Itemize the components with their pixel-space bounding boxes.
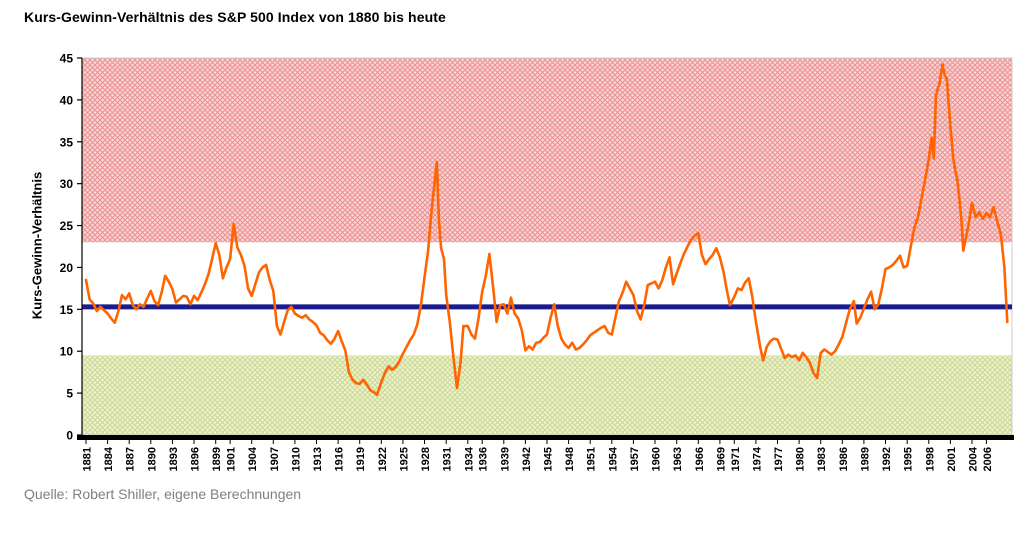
x-tick-label: 1919 — [355, 447, 367, 471]
y-tick-label: 15 — [60, 303, 74, 317]
x-tick-label: 1890 — [146, 447, 158, 471]
x-tick-label: 1995 — [903, 447, 915, 471]
x-tick-label: 1934 — [463, 446, 475, 471]
x-tick-label: 1916 — [334, 447, 346, 471]
x-tick-label: 1971 — [730, 447, 742, 471]
y-tick-label: 35 — [60, 135, 74, 149]
x-tick-label: 1939 — [499, 447, 511, 471]
x-tick-label: 1899 — [211, 447, 223, 471]
x-tick-label: 2001 — [946, 447, 958, 471]
y-tick-label: 5 — [66, 387, 73, 401]
lower-band-region — [82, 355, 1012, 436]
x-tick-label: 1884 — [103, 446, 115, 471]
x-tick-label: 1904 — [247, 446, 259, 471]
x-tick-label: 1942 — [521, 447, 533, 471]
y-tick-label: 10 — [60, 345, 74, 359]
x-tick-label: 1992 — [881, 447, 893, 471]
x-tick-label: 1896 — [190, 447, 202, 471]
x-tick-label: 1954 — [607, 446, 619, 471]
x-tick-label: 1913 — [312, 447, 324, 471]
x-tick-label: 1998 — [924, 447, 936, 471]
y-tick-label: 30 — [60, 177, 74, 191]
x-tick-label: 1969 — [715, 447, 727, 471]
x-tick-label: 1945 — [543, 447, 555, 471]
x-tick-label: 1980 — [795, 447, 807, 471]
x-tick-label: 1983 — [816, 447, 828, 471]
y-tick-label: 20 — [60, 261, 74, 275]
x-tick-label: 1966 — [694, 447, 706, 471]
x-tick-label: 1901 — [226, 447, 238, 471]
x-tick-label: 1928 — [420, 447, 432, 471]
y-tick-label: 0 — [66, 429, 73, 443]
pe-ratio-series — [84, 63, 1009, 397]
x-tick-label: 1951 — [586, 447, 598, 471]
x-tick-label: 1925 — [398, 447, 410, 471]
x-tick-label: 1893 — [168, 447, 180, 471]
x-tick-label: 2004 — [968, 446, 980, 471]
x-tick-label: 1907 — [269, 447, 281, 471]
y-tick-label: 40 — [60, 93, 74, 107]
x-tick-label: 2006 — [982, 447, 994, 471]
x-tick-label: 1989 — [859, 447, 871, 471]
chart-title: Kurs-Gewinn-Verhältnis des S&P 500 Index… — [24, 9, 446, 25]
x-tick-label: 1936 — [478, 447, 490, 471]
x-tick-label: 1960 — [651, 447, 663, 471]
x-tick-label: 1931 — [442, 447, 454, 471]
x-tick-label: 1887 — [125, 447, 137, 471]
x-tick-label: 1881 — [82, 447, 94, 471]
x-tick-label: 1910 — [290, 447, 302, 471]
source-note: Quelle: Robert Shiller, eigene Berechnun… — [24, 486, 302, 502]
y-tick-label: 25 — [60, 219, 74, 233]
x-tick-label: 1948 — [564, 447, 576, 471]
upper-band-region — [82, 58, 1012, 243]
x-tick-label: 1974 — [751, 446, 763, 471]
x-tick-label: 1977 — [773, 447, 785, 471]
x-tick-label: 1957 — [629, 447, 641, 471]
y-tick-label: 45 — [60, 52, 74, 66]
x-tick-label: 1922 — [377, 447, 389, 471]
x-tick-label: 1963 — [672, 447, 684, 471]
x-tick-label: 1986 — [838, 447, 850, 471]
